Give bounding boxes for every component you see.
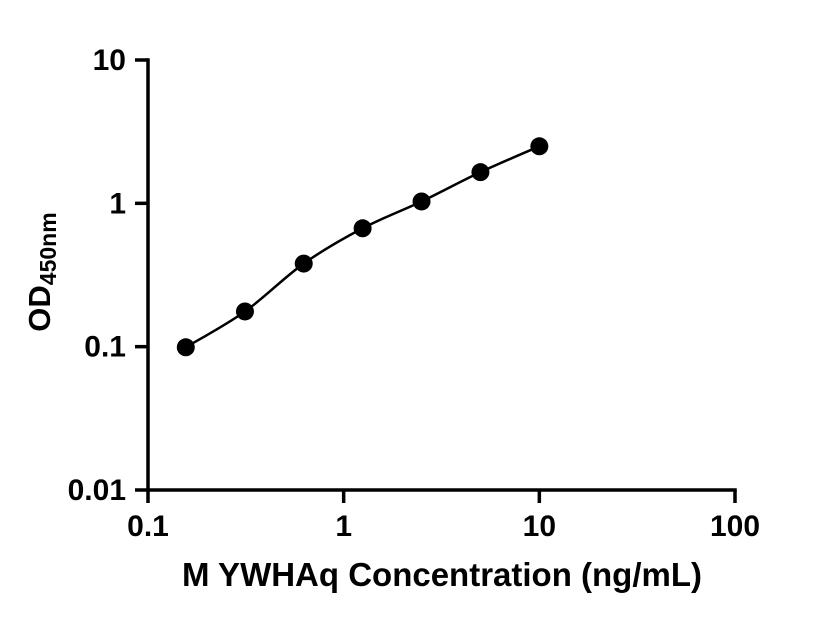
data-point [294,254,313,273]
data-point [235,302,254,321]
x-axis-title: M YWHAq Concentration (ng/mL) [181,556,703,593]
x-tick-label: 100 [710,510,760,543]
x-tick-label: 1 [335,510,352,543]
data-point [530,137,549,156]
data-point [471,163,490,182]
data-point [412,192,431,211]
x-tick-label: 10 [523,510,556,543]
y-tick-label: 10 [93,44,126,77]
data-point [353,219,372,238]
data-point [176,338,195,357]
x-tick-label: 0.1 [127,510,169,543]
y-axis-title-subscript: 450nm [35,212,61,286]
y-axis-title-main: OD [22,285,57,332]
y-tick-label: 1 [109,187,126,220]
y-axis-title: OD450nm [22,212,62,331]
y-tick-label: 0.01 [68,474,126,507]
y-tick-label: 0.1 [84,331,126,364]
